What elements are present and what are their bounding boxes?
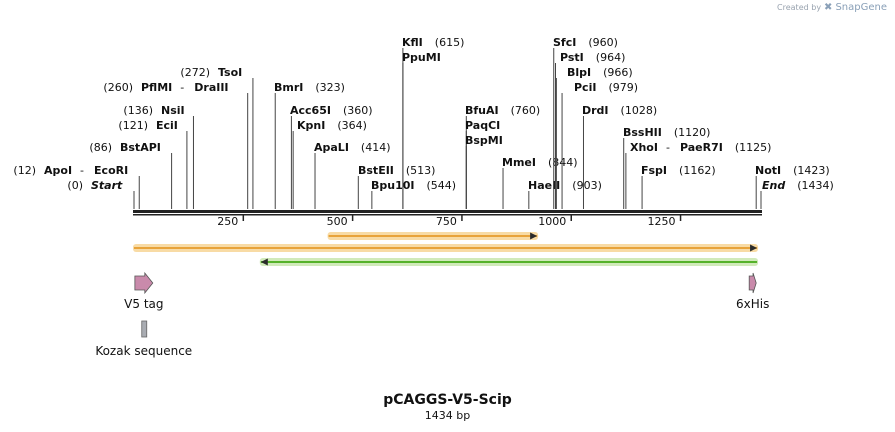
site-position-kfli: (615) bbox=[435, 36, 465, 49]
tick-label: 500 bbox=[327, 215, 348, 228]
feature-label-6xhis: 6xHis bbox=[736, 297, 769, 311]
site-label-ppumi: PpuMI bbox=[402, 51, 441, 64]
site-position-bpu10i: (544) bbox=[427, 179, 457, 192]
site-alt-label-xhoi: PaeR7I bbox=[680, 141, 723, 154]
site-label-noti: NotI bbox=[755, 164, 781, 177]
snapgene-logo-icon: ✖ bbox=[824, 2, 833, 13]
site-position-xhoi: (1125) bbox=[735, 141, 772, 154]
site-label-sfci: SfcI bbox=[553, 36, 576, 49]
tick-label: 250 bbox=[217, 215, 238, 228]
site-alt-label-apoi: EcoRI bbox=[94, 164, 128, 177]
site-label-psti: PstI bbox=[560, 51, 584, 64]
feature-box-kozak-sequence bbox=[141, 320, 148, 338]
site-position-apali: (414) bbox=[361, 141, 391, 154]
site-label-drdi: DrdI bbox=[582, 104, 609, 117]
site-label-fspi: FspI bbox=[641, 164, 667, 177]
site-position-bstapi: (86) bbox=[89, 141, 112, 154]
site-position-sfci: (960) bbox=[588, 36, 618, 49]
site-position-bmri: (323) bbox=[315, 81, 345, 94]
plasmid-name: pCAGGS-V5-Scip bbox=[383, 392, 512, 408]
site-position-noti: (1423) bbox=[793, 164, 830, 177]
site-label-bpu10i: Bpu10I bbox=[371, 179, 415, 192]
tick-label: 750 bbox=[436, 215, 457, 228]
site-label-haeii: HaeII bbox=[528, 179, 560, 192]
feature-label-kozak-sequence: Kozak sequence bbox=[95, 344, 192, 358]
site-label-bfuai: BfuAI bbox=[465, 104, 499, 117]
site-position-tsoi: (272) bbox=[180, 66, 210, 79]
site-position-fspi: (1162) bbox=[679, 164, 716, 177]
site-position-apoi: (12) bbox=[13, 164, 36, 177]
backbone-bottom-strand bbox=[133, 214, 762, 216]
site-label-ecii: EciI bbox=[156, 119, 178, 132]
site-position-haeii: (903) bbox=[572, 179, 602, 192]
feature-arrow-v5-tag bbox=[134, 271, 154, 295]
site-label-acc65i: Acc65I bbox=[290, 104, 331, 117]
site-label-bmri: BmrI bbox=[274, 81, 303, 94]
orf-arrowhead bbox=[530, 232, 538, 240]
site-position-kpni: (364) bbox=[337, 119, 367, 132]
orf-arrowhead bbox=[750, 244, 758, 252]
end-position: (1434) bbox=[797, 179, 834, 192]
brand-name: SnapGene bbox=[835, 2, 887, 13]
site-position-bfuai: (760) bbox=[511, 104, 541, 117]
site-position-bsshii: (1120) bbox=[674, 126, 711, 139]
site-label-kpni: KpnI bbox=[297, 119, 325, 132]
site-position-pflmi: (260) bbox=[103, 81, 133, 94]
site-dash-pflmi: - bbox=[180, 81, 184, 94]
end-label: End bbox=[762, 179, 785, 192]
tick-label: 1000 bbox=[538, 215, 566, 228]
site-label-apoi: ApoI bbox=[44, 164, 72, 177]
site-label-bspmi: BspMI bbox=[465, 134, 503, 147]
site-label-blpi: BlpI bbox=[567, 66, 591, 79]
site-dash-xhoi: - bbox=[666, 141, 670, 154]
site-label-nsii: NsiI bbox=[161, 104, 185, 117]
brand-credit: Created by ✖ SnapGene bbox=[777, 2, 887, 13]
site-position-acc65i: (360) bbox=[343, 104, 373, 117]
site-alt-label-pflmi: DraIII bbox=[194, 81, 228, 94]
site-position-mmei: (844) bbox=[548, 156, 578, 169]
site-position-drdi: (1028) bbox=[621, 104, 658, 117]
site-position-nsii: (136) bbox=[123, 104, 153, 117]
start-label: Start bbox=[91, 179, 123, 192]
feature-arrow-6xhis bbox=[748, 272, 757, 294]
site-label-pflmi: PflMI bbox=[141, 81, 172, 94]
site-dash-apoi: - bbox=[80, 164, 84, 177]
site-position-blpi: (966) bbox=[603, 66, 633, 79]
site-label-bsteii: BstEII bbox=[358, 164, 394, 177]
site-position-bsteii: (513) bbox=[406, 164, 436, 177]
site-label-paqci: PaqCI bbox=[465, 119, 500, 132]
tick-label: 1250 bbox=[648, 215, 676, 228]
site-position-psti: (964) bbox=[596, 51, 626, 64]
site-label-mmei: MmeI bbox=[502, 156, 536, 169]
credit-text: Created by bbox=[777, 3, 822, 12]
site-position-pcii: (979) bbox=[608, 81, 638, 94]
site-label-tsoi: TsoI bbox=[218, 66, 242, 79]
feature-label-v5-tag: V5 tag bbox=[124, 297, 163, 311]
site-label-xhoi: XhoI bbox=[630, 141, 658, 154]
plasmid-length: 1434 bp bbox=[424, 409, 471, 422]
site-position-ecii: (121) bbox=[118, 119, 148, 132]
site-label-pcii: PciI bbox=[574, 81, 596, 94]
site-label-bsshii: BssHII bbox=[623, 126, 662, 139]
site-label-bstapi: BstAPI bbox=[120, 141, 161, 154]
backbone-top-strand bbox=[133, 210, 762, 213]
orf-arrowhead bbox=[260, 258, 268, 266]
start-position: (0) bbox=[67, 179, 83, 192]
site-label-apali: ApaLI bbox=[314, 141, 349, 154]
site-label-kfli: KflI bbox=[402, 36, 423, 49]
